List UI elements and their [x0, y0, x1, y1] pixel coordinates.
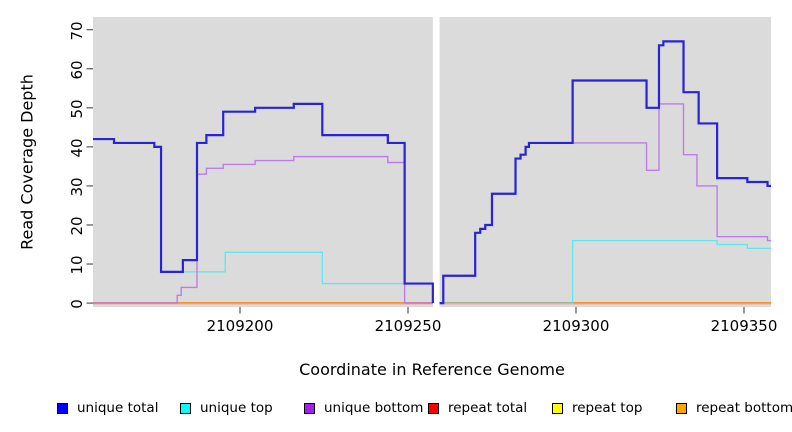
plot-panel [93, 17, 771, 307]
legend-item-unique-top: unique top [180, 400, 273, 416]
legend-label: unique bottom [324, 400, 424, 416]
legend-swatch-icon [180, 402, 191, 414]
y-tick-label-text: 20 [68, 216, 86, 236]
legend-swatch-icon [57, 402, 68, 414]
y-tick-label-text: 50 [68, 99, 86, 119]
x-tick-label: 2109300 [542, 317, 610, 335]
legend-label: repeat bottom [696, 400, 792, 416]
x-tick-label: 2109250 [374, 317, 442, 335]
legend-swatch-icon [428, 402, 439, 414]
legend-label: unique top [200, 400, 273, 416]
y-tick-label-text: 0 [68, 299, 86, 309]
legend-swatch-icon [304, 402, 315, 414]
legend-item-repeat-total: repeat total [428, 400, 528, 416]
legend-item-repeat-top: repeat top [552, 400, 643, 416]
legend-swatch-icon [676, 402, 687, 414]
series-unique-total [439, 40, 771, 305]
x-tick-label: 2109350 [710, 317, 778, 335]
legend-item-unique-bottom: unique bottom [304, 400, 424, 416]
series-unique-top [439, 239, 771, 304]
series-unique-total [93, 102, 434, 304]
no-data-gap [432, 17, 440, 307]
legend-swatch-icon [552, 402, 563, 414]
y-tick-label-text: 10 [68, 255, 86, 275]
legend-item-repeat-bottom: repeat bottom [676, 400, 792, 416]
legend-label: repeat top [572, 400, 643, 416]
y-tick-label-text: 30 [68, 177, 86, 197]
legend-item-unique-total: unique total [57, 400, 159, 416]
y-tick-label-text: 70 [68, 21, 86, 41]
y-tick-label-text: 60 [68, 60, 86, 80]
legend-label: repeat total [448, 400, 528, 416]
series-unique-bottom [93, 155, 433, 304]
legend-label: unique total [77, 400, 159, 416]
y-axis-title: Read Coverage Depth [17, 74, 37, 250]
y-tick-label-text: 40 [68, 138, 86, 158]
x-tick-label: 2109200 [206, 317, 274, 335]
x-axis-title: Coordinate in Reference Genome [299, 360, 565, 379]
